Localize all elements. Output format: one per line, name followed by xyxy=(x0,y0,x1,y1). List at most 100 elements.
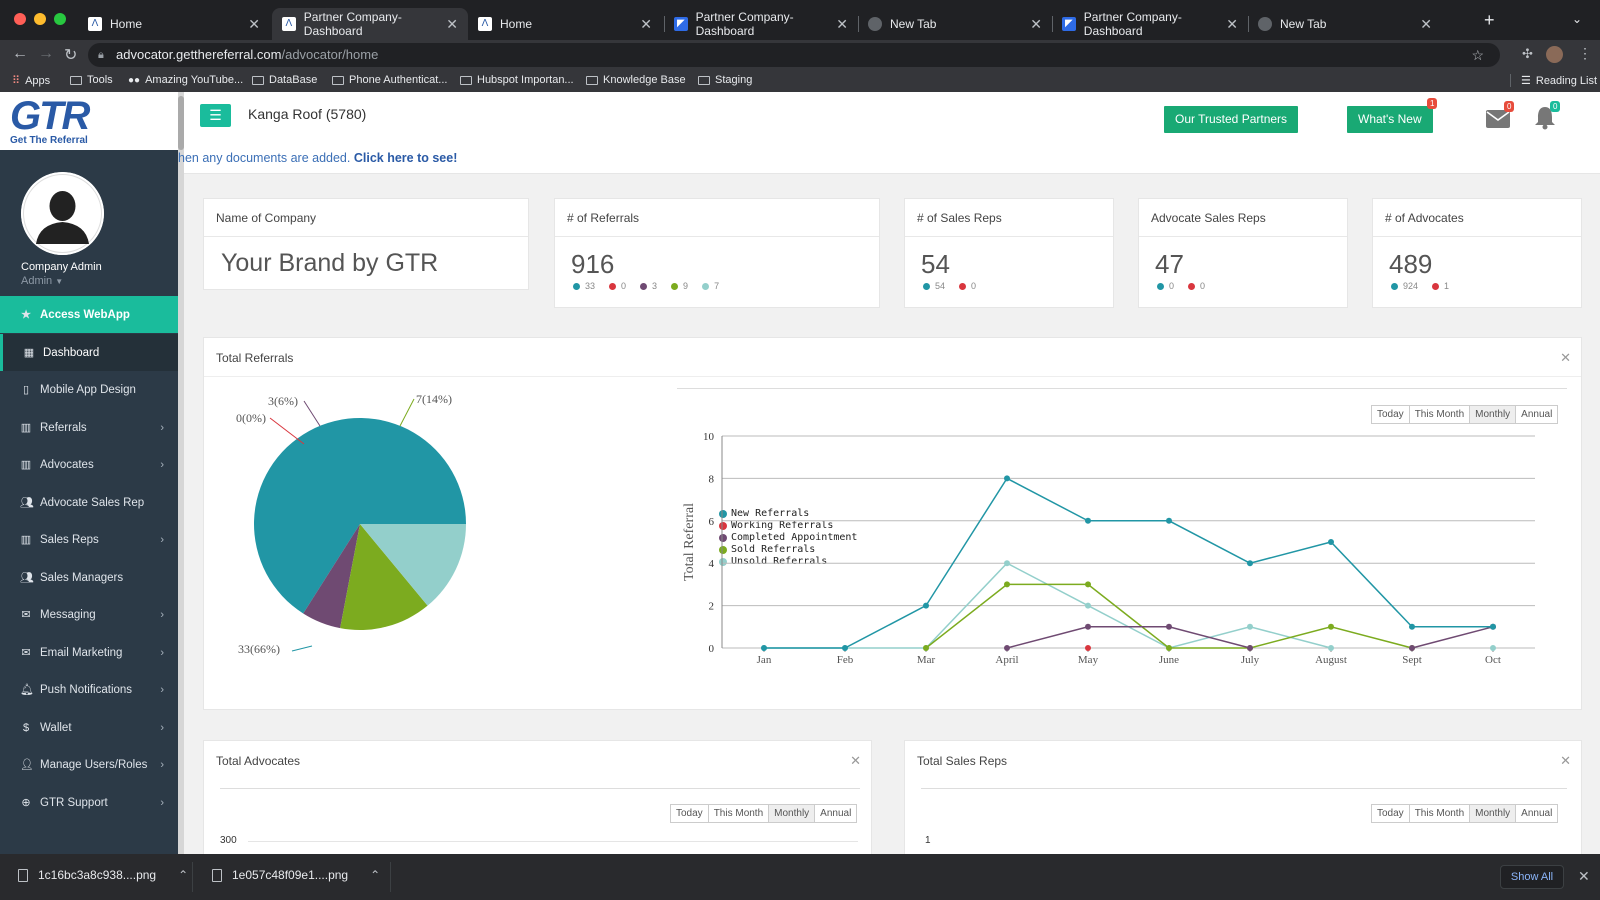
filter-monthly[interactable]: Monthly xyxy=(1470,805,1517,822)
forward-arrow-icon[interactable]: → xyxy=(38,45,54,62)
filter-today[interactable]: Today xyxy=(1372,406,1410,423)
more-menu-icon[interactable]: ⋮ xyxy=(1578,45,1592,61)
stat-breakdown: 0 0 xyxy=(1157,281,1205,291)
bookmark-label: DataBase xyxy=(269,74,318,86)
bookmark-hubspot[interactable]: Hubspot Importan... xyxy=(460,74,574,86)
sales-reps-range-toggle[interactable]: Today This Month Monthly Annual xyxy=(1371,804,1559,823)
close-icon[interactable]: ✕ xyxy=(1420,15,1432,32)
user-role-dropdown[interactable]: Admin ▼ xyxy=(21,275,63,287)
browser-tab[interactable]: New Tab ✕ xyxy=(858,8,1052,40)
filter-monthly[interactable]: Monthly xyxy=(1470,406,1517,423)
notifications-button[interactable] xyxy=(1534,106,1556,133)
sidebar-item-advocate-sales-rep[interactable]: 👥︎ Advocate Sales Rep xyxy=(0,484,178,521)
filter-this-month[interactable]: This Month xyxy=(709,805,770,822)
series-point xyxy=(1004,581,1010,588)
envelope-icon: ✉ xyxy=(21,647,31,659)
sidebar-item-push-notifications[interactable]: 🔔︎ Push Notifications › xyxy=(0,671,178,708)
chevron-up-icon[interactable]: ⌃ xyxy=(178,868,189,882)
url-input[interactable]: 🔒︎ advocator.getthereferral.com/advocato… xyxy=(88,43,1500,67)
panel-title: Total Sales Reps xyxy=(917,754,1008,768)
filter-annual[interactable]: Annual xyxy=(1521,409,1553,420)
y-axis-label: Total Referral xyxy=(682,503,697,581)
sidebar-item-manage-users-roles[interactable]: 👤︎ Manage Users/Roles › xyxy=(0,746,178,783)
close-icon[interactable]: ✕ xyxy=(836,15,848,32)
sidebar-scrollbar[interactable] xyxy=(178,92,184,854)
sidebar-item-advocates[interactable]: ▥ Advocates › xyxy=(0,446,178,483)
star-icon[interactable]: ☆ xyxy=(1471,47,1484,63)
download-item[interactable]: 1e057c48f09e1....png ⌃ xyxy=(212,868,380,882)
user-icon: 👤︎ xyxy=(20,759,34,771)
sidebar-item-email-marketing[interactable]: ✉ Email Marketing › xyxy=(0,634,178,671)
show-all-downloads-button[interactable]: Show All xyxy=(1500,865,1564,889)
close-window-button[interactable] xyxy=(14,13,26,25)
bookmark-apps[interactable]: ⠿ Apps xyxy=(12,74,50,88)
browser-tab[interactable]: Λ Home ✕ xyxy=(78,8,270,40)
close-icon[interactable]: ✕ xyxy=(446,15,458,32)
referrals-range-toggle[interactable]: Today This Month Monthly Annual xyxy=(1371,405,1559,424)
series-point xyxy=(1085,581,1091,588)
extensions-icon[interactable]: ✣ xyxy=(1522,46,1533,61)
series-point xyxy=(1328,539,1334,545)
browser-tab-active[interactable]: Λ Partner Company-Dashboard ✕ xyxy=(272,8,468,40)
browser-tab[interactable]: Λ Home ✕ xyxy=(468,8,662,40)
filter-annual[interactable]: Annual xyxy=(1521,808,1553,819)
trusted-partners-button[interactable]: Our Trusted Partners xyxy=(1164,106,1299,133)
download-item[interactable]: 1c16bc3a8c938....png ⌃ xyxy=(18,868,188,882)
bookmark-phone[interactable]: Phone Authenticat... xyxy=(332,74,447,86)
url-path: /advocator/home xyxy=(281,47,379,62)
logo[interactable]: GTR Get The Referral xyxy=(0,92,178,150)
sidebar-item-sales-reps[interactable]: ▥ Sales Reps › xyxy=(0,521,178,558)
bookmark-database[interactable]: DataBase xyxy=(252,74,317,86)
new-tab-button[interactable]: + xyxy=(1484,10,1495,30)
company-name: Kanga Roof (5780) xyxy=(248,106,367,122)
chevron-up-icon[interactable]: ⌃ xyxy=(370,868,381,882)
sidebar-item-gtr-support[interactable]: ⊕ GTR Support › xyxy=(0,784,178,821)
filter-monthly[interactable]: Monthly xyxy=(769,805,816,822)
back-arrow-icon[interactable]: ← xyxy=(12,45,28,62)
x-tick-label: June xyxy=(1159,654,1179,666)
sidebar-item-wallet[interactable]: $ Wallet › xyxy=(0,709,178,746)
close-icon[interactable]: ✕ xyxy=(1560,753,1571,768)
browser-tab[interactable]: New Tab ✕ xyxy=(1248,8,1442,40)
sidebar-item-dashboard[interactable]: ▦ Dashboard xyxy=(0,334,178,371)
bookmark-staging[interactable]: Staging xyxy=(698,74,752,86)
close-icon[interactable]: ✕ xyxy=(1030,15,1042,32)
reload-icon[interactable]: ↻ xyxy=(64,47,78,64)
sidebar-item-access-webapp[interactable]: ★ Access WebApp xyxy=(0,296,178,333)
sidebar-item-sales-managers[interactable]: 👥︎ Sales Managers xyxy=(0,559,178,596)
mail-button[interactable] xyxy=(1486,110,1510,131)
close-icon[interactable]: ✕ xyxy=(1226,15,1238,32)
maximize-window-button[interactable] xyxy=(54,13,66,25)
filter-this-month[interactable]: This Month xyxy=(1410,406,1471,423)
profile-avatar[interactable] xyxy=(1546,46,1563,63)
close-icon[interactable]: ✕ xyxy=(248,15,260,32)
browser-tab[interactable]: ◤ Partner Company-Dashboard ✕ xyxy=(1052,8,1248,40)
filter-this-month[interactable]: This Month xyxy=(1410,805,1471,822)
close-icon[interactable]: ✕ xyxy=(850,753,861,768)
close-icon[interactable]: ✕ xyxy=(640,15,652,32)
bookmark-tools[interactable]: Tools xyxy=(70,74,113,86)
marquee-link[interactable]: Click here to see! xyxy=(353,151,458,165)
window-controls xyxy=(14,13,66,25)
whats-new-button[interactable]: What's New xyxy=(1347,106,1433,133)
reading-list[interactable]: ☰ Reading List xyxy=(1510,74,1597,87)
bookmark-youtube[interactable]: ●● Amazing YouTube... xyxy=(128,74,243,86)
close-icon[interactable]: ✕ xyxy=(1578,868,1590,884)
stat-title: # of Advocates xyxy=(1385,211,1464,225)
filter-today[interactable]: Today xyxy=(671,805,709,822)
stat-title: Name of Company xyxy=(216,211,317,225)
filter-today[interactable]: Today xyxy=(1372,805,1410,822)
minimize-window-button[interactable] xyxy=(34,13,46,25)
bookmark-knowledge-base[interactable]: Knowledge Base xyxy=(586,74,686,86)
avatar[interactable] xyxy=(21,172,104,255)
series-point xyxy=(923,645,929,651)
filter-annual[interactable]: Annual xyxy=(820,808,852,819)
browser-tab[interactable]: ◤ Partner Company-Dashboard ✕ xyxy=(664,8,858,40)
sidebar-item-referrals[interactable]: ▥ Referrals › xyxy=(0,409,178,446)
advocates-range-toggle[interactable]: Today This Month Monthly Annual xyxy=(670,804,858,823)
sidebar-item-mobile-app-design[interactable]: ▯ Mobile App Design xyxy=(0,371,178,408)
menu-toggle-button[interactable]: ☰ xyxy=(200,104,231,127)
close-icon[interactable]: ✕ xyxy=(1560,350,1571,365)
sidebar-item-messaging[interactable]: ✉ Messaging › xyxy=(0,596,178,633)
chevron-down-icon[interactable]: ⌄ xyxy=(1572,12,1583,26)
